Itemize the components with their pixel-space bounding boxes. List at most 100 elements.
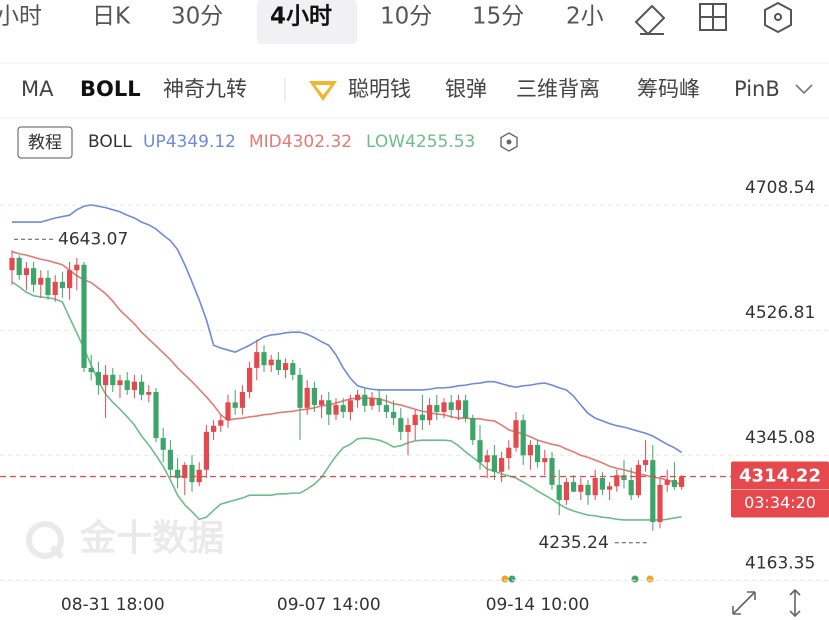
candle-body (239, 392, 245, 408)
watermark: 金十数据 (26, 517, 224, 560)
expand-chevron[interactable] (795, 84, 813, 95)
current-price-label: 4314.22 (739, 465, 821, 486)
y-tick-label: 4708.54 (745, 178, 815, 198)
candle-body (160, 438, 166, 450)
candle-body (427, 405, 433, 421)
candle-body (319, 400, 325, 406)
low-annotation: 4235.24 (538, 533, 608, 553)
legend-value: 4255.53 (405, 132, 475, 152)
candle-body (167, 449, 173, 470)
y-tick-label: 4526.81 (745, 303, 815, 323)
candle-body (333, 405, 339, 415)
candle-body (405, 425, 411, 432)
period-tab[interactable]: 日K (92, 4, 131, 30)
candle-body (477, 440, 483, 463)
candle-body (376, 398, 382, 406)
y-tick-label: 4163.35 (745, 553, 815, 573)
legend-name: MID (249, 132, 282, 152)
indicator-tab[interactable]: PinB (734, 77, 780, 101)
legend-value: 4302.32 (282, 132, 352, 152)
smart-money-icon (309, 81, 337, 101)
candle-body (599, 477, 605, 490)
candle-body (455, 400, 461, 410)
candle-body (592, 477, 598, 496)
candle-body (635, 464, 641, 496)
candle-body (671, 480, 677, 487)
candle-body (74, 264, 80, 271)
candle-body (247, 367, 253, 393)
candle-body (419, 414, 425, 421)
candle-body (614, 475, 620, 487)
period-tab[interactable]: 4小时 (270, 4, 332, 30)
candle-body (297, 374, 303, 408)
period-tab[interactable]: 2小 (566, 4, 604, 30)
band-line (11, 281, 682, 521)
watermark-text: 金十数据 (79, 517, 224, 559)
zoom-controls[interactable] (732, 588, 801, 618)
period-tab[interactable]: 10分 (380, 4, 432, 30)
candle-body (254, 352, 260, 368)
layout-icon-grid (700, 4, 726, 30)
plot-area: 4708.54 4526.81 4345.08 4163.35 08-31 18:00 0… (0, 178, 829, 615)
period-tab[interactable]: 15分 (472, 4, 524, 30)
legend-entry: UP4349.12 (143, 132, 236, 152)
candle-body (563, 482, 569, 501)
candle-body (59, 281, 65, 289)
candle-body (578, 484, 584, 492)
indicator-tab[interactable]: 三维背离 (516, 77, 600, 101)
indicator-tab[interactable]: 银弹 (445, 77, 487, 101)
legend-name: UP (143, 132, 166, 152)
candle-body (412, 414, 418, 426)
candle-body (45, 277, 51, 296)
candle-body (643, 460, 649, 465)
candle-body (211, 425, 217, 432)
candle-body (203, 431, 209, 470)
candle-body (146, 392, 152, 395)
candle-body (355, 394, 361, 401)
candle-body (67, 270, 73, 289)
indicator-tab[interactable]: 筹码峰 (637, 77, 700, 101)
candle-body (585, 484, 591, 496)
candle-body (225, 402, 231, 421)
tutorial-box[interactable] (17, 126, 73, 159)
period-tab[interactable]: 30分 (171, 4, 223, 30)
candle-body (520, 420, 526, 456)
candle-body (657, 484, 663, 523)
indicator-label: BOLL (88, 132, 132, 152)
period-tab[interactable]: 小时 (0, 4, 42, 30)
candle-body (182, 464, 188, 478)
indicator-tab[interactable]: BOLL (80, 77, 141, 101)
candle-body (31, 268, 37, 285)
candle-body (513, 420, 519, 448)
candle-body (124, 380, 130, 390)
candle-body (261, 352, 267, 366)
tutorial-label[interactable]: 教程 (28, 133, 62, 153)
indicator-tab[interactable]: 神奇九转 (163, 77, 247, 101)
candle-body (290, 363, 296, 375)
candle-body (607, 486, 613, 490)
candle-body (326, 400, 332, 415)
candle-body (189, 464, 195, 483)
legend-entry: MID4302.32 (249, 132, 352, 152)
candle-body (398, 418, 404, 432)
candle-body (268, 359, 274, 366)
candle-body (499, 458, 505, 472)
candle-body (218, 420, 224, 426)
event-markers[interactable] (501, 575, 654, 583)
indicator-tab[interactable]: 聪明钱 (348, 77, 411, 101)
indicator-tab[interactable]: MA (21, 77, 54, 101)
settings-icon[interactable] (764, 1, 792, 34)
candle-body (117, 380, 123, 386)
candle-body (283, 363, 289, 370)
candle-body (542, 458, 548, 463)
candle-body (664, 480, 670, 485)
draw-icon[interactable] (634, 4, 666, 36)
band-line (12, 204, 683, 454)
tab-selected-bg (257, 0, 357, 44)
indicator-settings[interactable] (500, 132, 518, 152)
candle-body (196, 469, 202, 483)
candle-body (311, 387, 317, 406)
toolbar-icons (634, 1, 792, 36)
x-tick-label: 08-31 18:00 (61, 595, 165, 615)
